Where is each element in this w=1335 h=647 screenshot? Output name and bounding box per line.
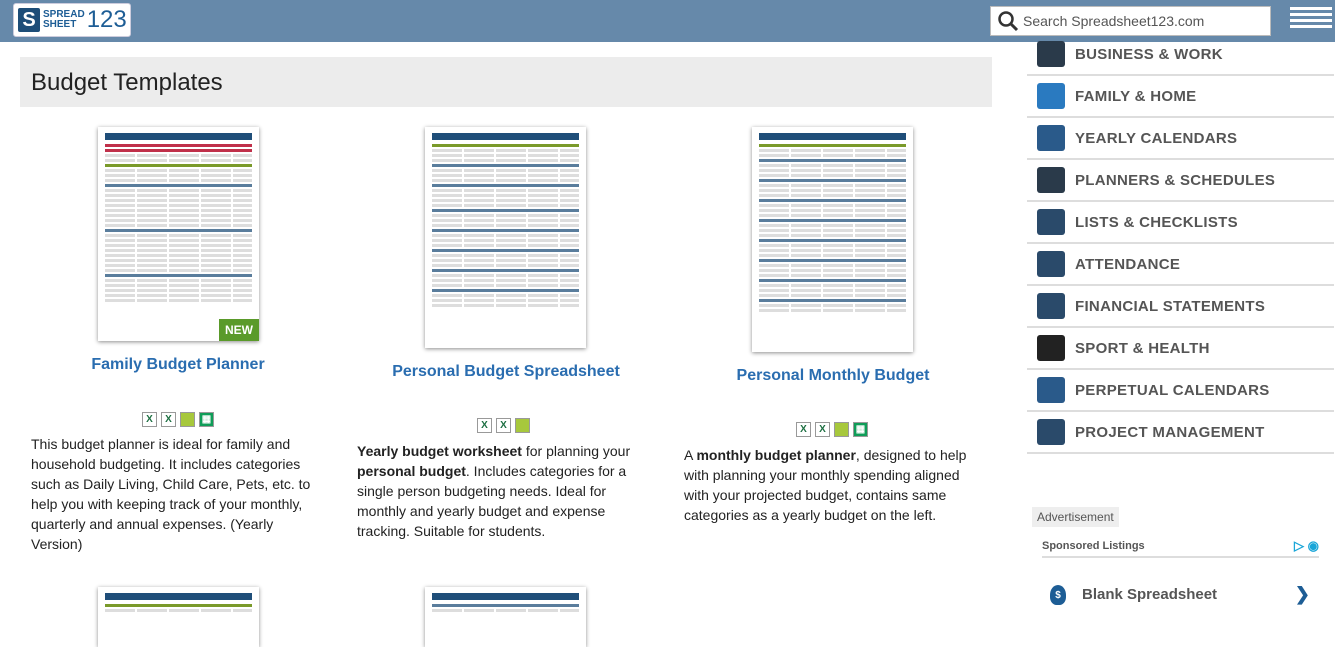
sponsored-listings: Sponsored Listings ▷ ◉ — [1042, 538, 1319, 558]
sponsored-listing-link[interactable]: $ Blank Spreadsheet ❯ — [1050, 584, 1310, 605]
sidebar-item-label: PROJECT MANAGEMENT — [1075, 423, 1265, 441]
openoffice-icon[interactable] — [180, 412, 195, 427]
sidebar-item-label: PERPETUAL CALENDARS — [1075, 381, 1270, 399]
openoffice-icon[interactable] — [834, 422, 849, 437]
sidebar-item-label: FAMILY & HOME — [1075, 87, 1197, 105]
money-bag-icon: $ — [1050, 584, 1066, 605]
sidebar-item-attendance[interactable]: ATTENDANCE — [1027, 244, 1334, 286]
sidebar-item-label: PLANNERS & SCHEDULES — [1075, 171, 1276, 189]
template-thumbnail[interactable] — [425, 127, 586, 348]
excel-legacy-icon[interactable]: X — [815, 422, 830, 437]
search-placeholder: Search Spreadsheet123.com — [1023, 13, 1205, 29]
logo-line2: SHEET — [43, 19, 77, 30]
hamburger-menu-icon[interactable] — [1290, 7, 1332, 35]
excel-icon[interactable]: X — [796, 422, 811, 437]
logo-line1: SPREAD — [43, 9, 85, 20]
new-badge: NEW — [219, 319, 259, 341]
template-description: A monthly budget planner, designed to he… — [684, 447, 967, 523]
template-thumbnail[interactable] — [98, 587, 259, 647]
house-icon — [1037, 83, 1065, 109]
runner-icon — [1037, 335, 1065, 361]
header: S SPREAD SHEET 123 Search Spreadsheet123.… — [0, 0, 1335, 42]
format-icons: X X ▦ — [142, 412, 214, 427]
sidebar-item-business-work[interactable]: BUSINESS & WORK — [1027, 34, 1334, 76]
page-title: Budget Templates — [20, 57, 992, 107]
sidebar-item-label: ATTENDANCE — [1075, 255, 1181, 273]
excel-legacy-icon[interactable]: X — [161, 412, 176, 427]
statement-icon — [1037, 293, 1065, 319]
logo-number: 123 — [86, 6, 127, 33]
calendar-icon — [1037, 377, 1065, 403]
checklist-icon — [1037, 209, 1065, 235]
sidebar-item-financial-statements[interactable]: FINANCIAL STATEMENTS — [1027, 286, 1334, 328]
google-sheets-icon[interactable]: ▦ — [199, 412, 214, 427]
template-thumbnail[interactable] — [752, 127, 913, 352]
sidebar-item-label: FINANCIAL STATEMENTS — [1075, 297, 1266, 315]
adchoices-icon[interactable]: ▷ ◉ — [1294, 538, 1319, 553]
planner-icon — [1037, 167, 1065, 193]
people-icon — [1037, 251, 1065, 277]
google-sheets-icon[interactable]: ▦ — [853, 422, 868, 437]
advertisement-label: Advertisement — [1032, 507, 1119, 527]
template-title-link[interactable]: Personal Monthly Budget — [736, 367, 930, 384]
logo-s-icon: S — [18, 8, 40, 32]
sidebar-item-family-home[interactable]: FAMILY & HOME — [1027, 76, 1334, 118]
template-description: Yearly budget worksheet for planning you… — [357, 443, 631, 539]
sidebar-item-label: LISTS & CHECKLISTS — [1075, 213, 1238, 231]
sidebar-item-label: SPORT & HEALTH — [1075, 339, 1210, 357]
sidebar-item-perpetual-calendars[interactable]: PERPETUAL CALENDARS — [1027, 370, 1334, 412]
sidebar-categories: BUSINESS & WORK FAMILY & HOME YEARLY CALEN… — [1027, 34, 1334, 454]
search-input[interactable]: Search Spreadsheet123.com — [990, 6, 1271, 36]
chevron-right-icon: ❯ — [1294, 584, 1310, 604]
sidebar-item-label: BUSINESS & WORK — [1075, 45, 1223, 63]
sidebar-item-project-management[interactable]: PROJECT MANAGEMENT — [1027, 412, 1334, 454]
excel-legacy-icon[interactable]: X — [496, 418, 511, 433]
template-title-link[interactable]: Personal Budget Spreadsheet — [392, 363, 620, 380]
template-title-link[interactable]: Family Budget Planner — [91, 356, 265, 373]
template-thumbnail[interactable] — [425, 587, 586, 647]
sidebar-item-label: YEARLY CALENDARS — [1075, 129, 1238, 147]
template-description: This budget planner is ideal for family … — [31, 436, 311, 552]
calendar-icon — [1037, 125, 1065, 151]
search-icon — [998, 11, 1019, 32]
sidebar-item-lists-checklists[interactable]: LISTS & CHECKLISTS — [1027, 202, 1334, 244]
template-thumbnail[interactable]: NEW — [98, 127, 259, 341]
sidebar-item-planners-schedules[interactable]: PLANNERS & SCHEDULES — [1027, 160, 1334, 202]
briefcase-icon — [1037, 41, 1065, 67]
excel-icon[interactable]: X — [477, 418, 492, 433]
sidebar-item-yearly-calendars[interactable]: YEARLY CALENDARS — [1027, 118, 1334, 160]
sidebar-item-sport-health[interactable]: SPORT & HEALTH — [1027, 328, 1334, 370]
openoffice-icon[interactable] — [515, 418, 530, 433]
format-icons: X X ▦ — [796, 422, 868, 437]
logo[interactable]: S SPREAD SHEET 123 — [13, 3, 131, 37]
excel-icon[interactable]: X — [142, 412, 157, 427]
gantt-icon — [1037, 419, 1065, 445]
